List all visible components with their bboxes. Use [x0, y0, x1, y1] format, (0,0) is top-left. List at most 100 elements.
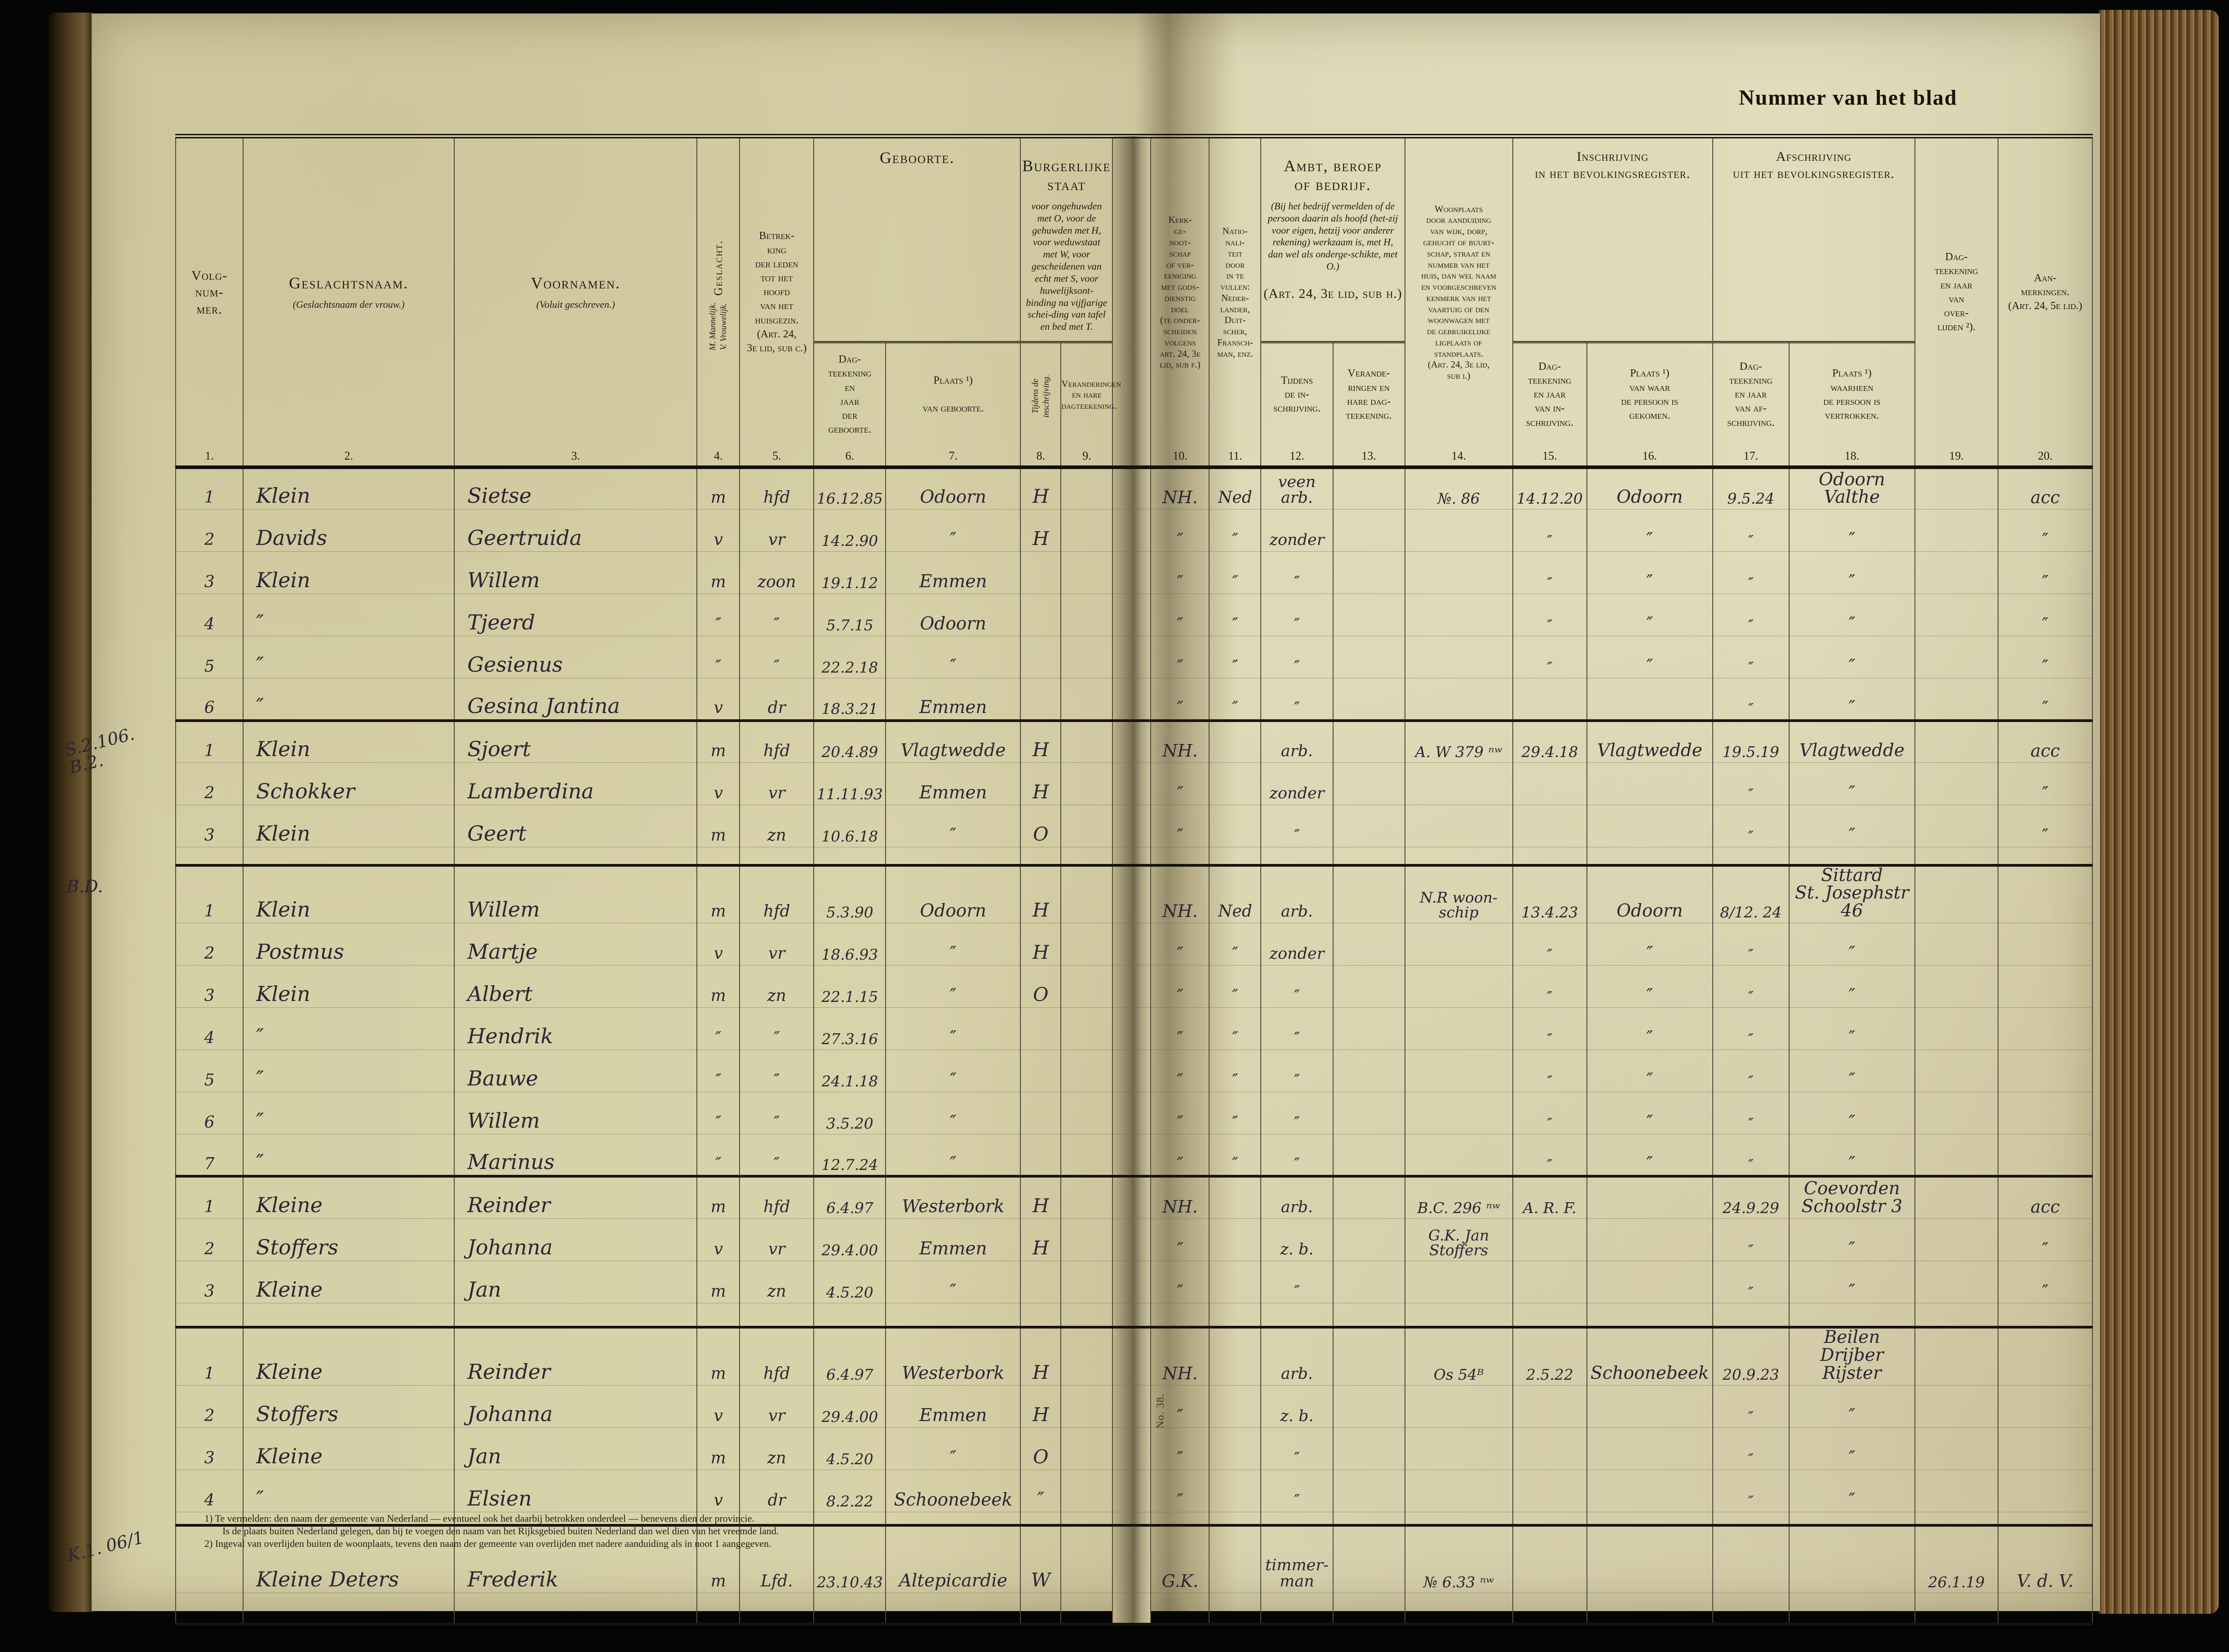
cell-inschrijving_plaats: ″ [1586, 1092, 1713, 1134]
cell-inschrijving_datum: ″ [1512, 593, 1587, 637]
cell-afschrijving_plaats: ″ [1788, 593, 1915, 637]
cell-nr: 1 [175, 1176, 244, 1219]
cell-betrekking: ″ [739, 1050, 815, 1092]
cell-afschrijving_datum: 9.5.24 [1712, 467, 1790, 510]
cell-afschrijving_plaats: ″ [1788, 965, 1915, 1008]
cell-geboorte_plaats: ″ [885, 1134, 1021, 1177]
cell-nationaliteit [1209, 1176, 1262, 1219]
cell-afschrijving_plaats: ″ [1788, 1385, 1915, 1428]
cell-betrekking: ″ [739, 593, 815, 637]
cell-inschrijving_datum [1512, 1427, 1587, 1470]
cell-aanmerkingen: acc [1997, 720, 2093, 763]
cell-beroep: ″ [1260, 805, 1334, 848]
cell-beroep_verand [1332, 965, 1405, 1008]
cell-afschrijving_datum: ″ [1712, 593, 1790, 637]
cell-aanmerkingen [1997, 1007, 2093, 1050]
cell-betrekking: hfd [739, 865, 815, 923]
cell-burg_staat_verand [1060, 636, 1113, 679]
cell-geboorte_datum: 4.5.20 [813, 1261, 886, 1303]
cell-afschrijving_plaats: ″ [1788, 1427, 1915, 1470]
cell-burg_staat: ″ [1020, 1470, 1062, 1512]
cell-burg_staat_verand [1060, 1218, 1113, 1261]
cell-overlijden: 26.1.19 [1914, 1525, 1999, 1593]
cell-geslachtsnaam: ″ [243, 593, 455, 637]
cell-nr [175, 1525, 244, 1593]
cell-voornamen: Willem [454, 865, 698, 923]
blank-ruled-space [175, 1303, 2093, 1328]
cell-aanmerkingen: ″ [1997, 1261, 2093, 1303]
cell-geboorte_datum: 16.12.85 [813, 467, 886, 510]
cell-geslacht: m [696, 1427, 740, 1470]
cell-aanmerkingen [1997, 1427, 2093, 1470]
page-gutter [1112, 720, 1152, 763]
cell-inschrijving_plaats [1586, 1218, 1713, 1261]
cell-geslacht: v [696, 762, 740, 806]
cell-betrekking: zoon [739, 551, 815, 594]
header-volgnummer: Volg- num- mer. [175, 136, 244, 447]
header-inschrijving-plaats: Plaats ¹) van waar de persoon is gekomen… [1586, 342, 1713, 447]
cell-aanmerkingen: ″ [1997, 678, 2093, 721]
cell-betrekking: vr [739, 762, 815, 806]
cell-beroep: zonder [1260, 762, 1334, 806]
page-gutter [1112, 678, 1152, 721]
cell-overlijden [1914, 1050, 1999, 1092]
cell-inschrijving_plaats: ″ [1586, 593, 1713, 637]
cell-geboorte_datum: 11.11.93 [813, 762, 886, 806]
register-row: 5 ″ Gesienus ″ ″ 22.2.18 ″ ″ ″ ″ ″ ″ ″ ″ ″ [175, 636, 2093, 679]
cell-nationaliteit [1209, 720, 1262, 763]
cell-voornamen: Sietse [454, 467, 698, 510]
cell-woonplaats [1404, 965, 1513, 1008]
cell-geboorte_plaats: Emmen [885, 551, 1021, 594]
cell-betrekking: vr [739, 1385, 815, 1428]
page-gutter [1112, 509, 1152, 552]
cell-inschrijving_plaats: ″ [1586, 923, 1713, 966]
register-row: 2 Stoffers Johanna v vr 29.4.00 Emmen H ″ z. b. G.… [175, 1218, 2093, 1261]
cell-geslachtsnaam: ″ [243, 678, 455, 721]
cell-afschrijving_plaats: ″ [1788, 762, 1915, 806]
page-gutter [1112, 965, 1152, 1008]
cell-overlijden [1914, 1427, 1999, 1470]
cell-geslachtsnaam: Klein [243, 467, 455, 510]
cell-nationaliteit: ″ [1209, 509, 1262, 552]
cell-geboorte_plaats: Westerbork [885, 1176, 1021, 1219]
cell-afschrijving_datum: ″ [1712, 923, 1790, 966]
cell-geslachtsnaam: ″ [243, 1470, 455, 1512]
cell-inschrijving_datum [1512, 1261, 1587, 1303]
cell-beroep_verand [1332, 805, 1405, 848]
cell-beroep_verand [1332, 1470, 1405, 1512]
cell-afschrijving_datum: 19.5.19 [1712, 720, 1790, 763]
footnote-1: 1) Te vermelden: den naam der gemeente v… [204, 1513, 755, 1524]
cell-burg_staat: H [1020, 1385, 1062, 1428]
cell-geboorte_plaats: ″ [885, 965, 1021, 1008]
cell-burg_staat_verand [1060, 509, 1113, 552]
header-geslacht: Geslacht. M. Mannelijk. V. Vrouwelijk. [696, 136, 740, 447]
cell-aanmerkingen [1997, 965, 2093, 1008]
cell-burg_staat: O [1020, 805, 1062, 848]
cell-afschrijving_plaats: ″ [1788, 923, 1915, 966]
register-block-3: 1 Klein Willem m hfd 5.3.90 Odoorn H NH. Ned arb. N… [175, 865, 2093, 1177]
cell-burg_staat_verand [1060, 762, 1113, 806]
cell-woonplaats [1404, 1007, 1513, 1050]
cell-beroep: arb. [1260, 1176, 1334, 1219]
cell-nationaliteit: ″ [1209, 1007, 1262, 1050]
cell-inschrijving_datum: A. R. F. [1512, 1176, 1587, 1219]
page-stack-right-edge [2099, 10, 2219, 1614]
cell-beroep_verand [1332, 1385, 1405, 1428]
cell-inschrijving_plaats: Odoorn [1586, 865, 1713, 923]
cell-inschrijving_datum: ″ [1512, 965, 1587, 1008]
cell-nationaliteit [1209, 1470, 1262, 1512]
cell-geslachtsnaam: ″ [243, 1050, 455, 1092]
cell-geslachtsnaam: Stoffers [243, 1385, 455, 1428]
cell-nr: 1 [175, 1327, 244, 1386]
cell-geslachtsnaam: Klein [243, 805, 455, 848]
cell-geslacht: m [696, 805, 740, 848]
cell-overlijden [1914, 965, 1999, 1008]
cell-geslacht: ″ [696, 1007, 740, 1050]
cell-aanmerkingen: ″ [1997, 551, 2093, 594]
cell-beroep: timmer- man [1260, 1525, 1334, 1593]
cell-burg_staat_verand [1060, 720, 1113, 763]
cell-kerkgenootschap: NH. [1150, 467, 1210, 510]
page-gutter [1112, 923, 1152, 966]
cell-aanmerkingen: V. d. V. [1997, 1525, 2093, 1593]
